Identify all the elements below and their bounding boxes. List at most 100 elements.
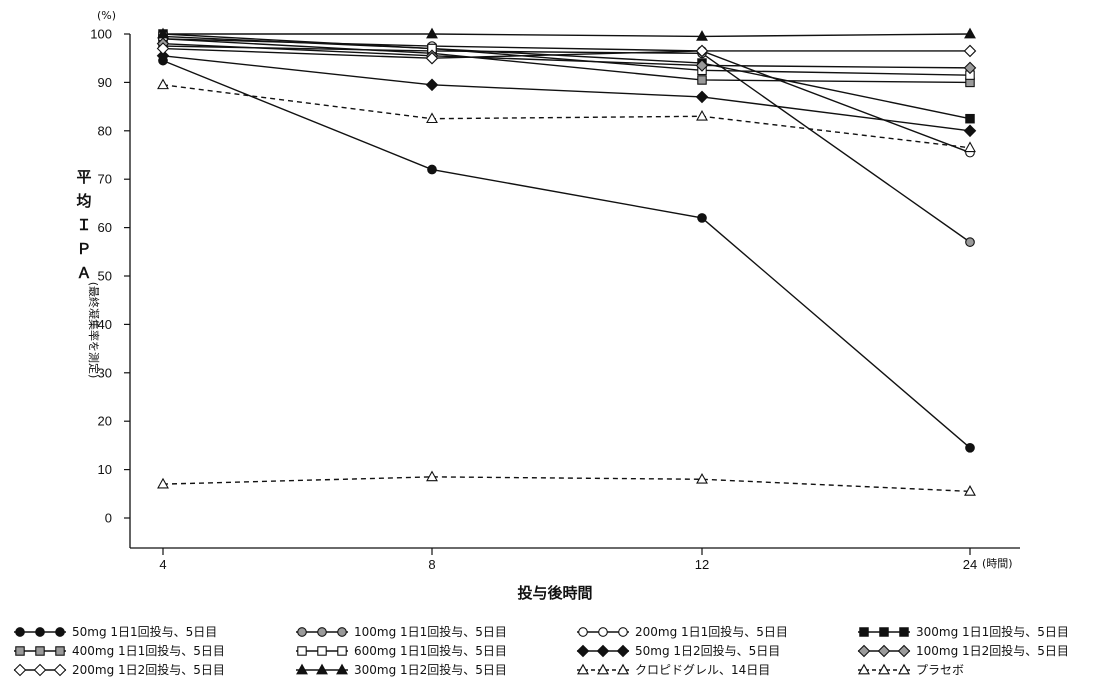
legend-label: クロピドグレル、14日目 xyxy=(635,663,770,677)
series-line xyxy=(162,42,971,69)
legend-marker xyxy=(316,663,328,675)
data-point xyxy=(157,78,169,90)
legend-item: 50mg 1日1回投与、5日目 xyxy=(14,624,217,639)
data-point xyxy=(425,78,439,92)
series-line xyxy=(162,38,971,84)
x-axis: 4 8 12 24 xyxy=(130,547,1020,572)
data-point xyxy=(696,472,708,484)
legend-label: 100mg 1日1回投与、5日目 xyxy=(354,624,507,639)
legend-marker xyxy=(55,627,65,637)
y-tick-label: 20 xyxy=(98,414,112,429)
legend-label: 100mg 1日2回投与、5日目 xyxy=(916,643,1069,658)
x-axis-title: 投与後時間 xyxy=(517,584,592,602)
legend-label: 600mg 1日1回投与、5日目 xyxy=(354,643,507,658)
legend-marker xyxy=(317,646,327,656)
legend-label: 400mg 1日1回投与、5日目 xyxy=(72,643,225,658)
legend-item: 200mg 1日1回投与、5日目 xyxy=(577,624,788,639)
data-point xyxy=(964,485,976,496)
y-axis-subtitle: (最終凝集率を測定) xyxy=(87,282,101,379)
legend-marker xyxy=(35,646,45,656)
legend-marker xyxy=(598,627,608,637)
data-point xyxy=(426,470,438,482)
x-tick-label: 12 xyxy=(695,557,709,572)
legend-marker xyxy=(618,627,628,637)
series-12 xyxy=(157,470,976,496)
series-11 xyxy=(157,78,976,153)
legend-marker xyxy=(577,663,589,675)
legend-marker xyxy=(336,663,348,675)
x-tick-label: 4 xyxy=(159,557,166,572)
y-tick-label: 100 xyxy=(90,27,112,42)
series-line xyxy=(162,35,971,76)
legend-item: 300mg 1日1回投与、5日目 xyxy=(858,624,1069,639)
legend-marker xyxy=(576,644,590,658)
data-point xyxy=(964,141,976,153)
legend-item: 400mg 1日1回投与、5日目 xyxy=(14,643,225,658)
series-line xyxy=(162,45,971,243)
series-10 xyxy=(157,27,976,41)
y-tick-label: 70 xyxy=(98,172,112,187)
legend-label: 300mg 1日2回投与、5日目 xyxy=(354,662,507,677)
series-line xyxy=(162,59,971,449)
y-tick-label: 60 xyxy=(98,220,112,235)
legend-marker xyxy=(877,644,891,658)
legend-label: プラセボ xyxy=(916,663,964,677)
legend-marker xyxy=(857,644,871,658)
data-point xyxy=(965,237,975,247)
y-axis-title-char: Ａ xyxy=(76,264,91,282)
data-point xyxy=(695,44,709,58)
x-unit-label: (時間) xyxy=(982,557,1013,570)
data-point xyxy=(963,124,977,138)
legend-marker xyxy=(596,644,610,658)
data-point xyxy=(426,27,438,39)
data-point xyxy=(156,42,170,55)
y-unit-label: (%) xyxy=(97,9,116,22)
series-line xyxy=(162,84,971,149)
data-point xyxy=(963,61,977,75)
legend-marker xyxy=(616,644,630,658)
legend-marker xyxy=(337,646,347,656)
y-tick-label: 80 xyxy=(98,123,112,138)
data-point xyxy=(695,59,709,72)
series-7 xyxy=(156,49,977,138)
legend-label: 300mg 1日1回投与、5日目 xyxy=(916,624,1069,639)
legend-marker xyxy=(898,663,910,675)
data-point xyxy=(965,113,975,124)
data-point xyxy=(965,442,975,453)
series-9 xyxy=(156,42,977,65)
legend-item: 50mg 1日2回投与、5日目 xyxy=(576,643,780,658)
data-point xyxy=(696,109,708,121)
data-point xyxy=(157,477,169,489)
legend-marker xyxy=(317,627,327,637)
data-point xyxy=(697,213,707,223)
legend-marker xyxy=(297,627,307,637)
series-line xyxy=(163,33,971,38)
data-point xyxy=(695,90,709,104)
legend-marker xyxy=(15,627,25,637)
legend-marker xyxy=(578,627,588,637)
y-tick-label: 30 xyxy=(98,365,112,380)
x-tick-label: 24 xyxy=(963,557,977,572)
data-point xyxy=(696,30,708,41)
legend-marker xyxy=(296,663,308,675)
y-tick-label: 40 xyxy=(98,317,112,332)
legend-marker xyxy=(35,627,45,637)
legend-marker xyxy=(899,627,909,637)
series-layer xyxy=(156,27,977,496)
legend-item: クロピドグレル、14日目 xyxy=(577,663,770,677)
legend-item: 100mg 1日2回投与、5日目 xyxy=(857,643,1069,658)
y-tick-label: 10 xyxy=(98,462,112,477)
series-line xyxy=(162,476,971,493)
legend-label: 200mg 1日1回投与、5日目 xyxy=(635,624,788,639)
legend-marker xyxy=(53,663,67,677)
legend-label: 50mg 1日1回投与、5日目 xyxy=(72,624,217,639)
legend-marker xyxy=(13,663,27,677)
y-tick-label: 50 xyxy=(98,269,112,284)
legend-marker xyxy=(55,646,65,656)
y-axis: 0 10 20 30 40 50 60 70 80 90 100 xyxy=(90,27,131,548)
legend-marker xyxy=(879,627,889,637)
legend-marker xyxy=(15,646,25,656)
legend-item: 300mg 1日2回投与、5日目 xyxy=(296,662,507,677)
